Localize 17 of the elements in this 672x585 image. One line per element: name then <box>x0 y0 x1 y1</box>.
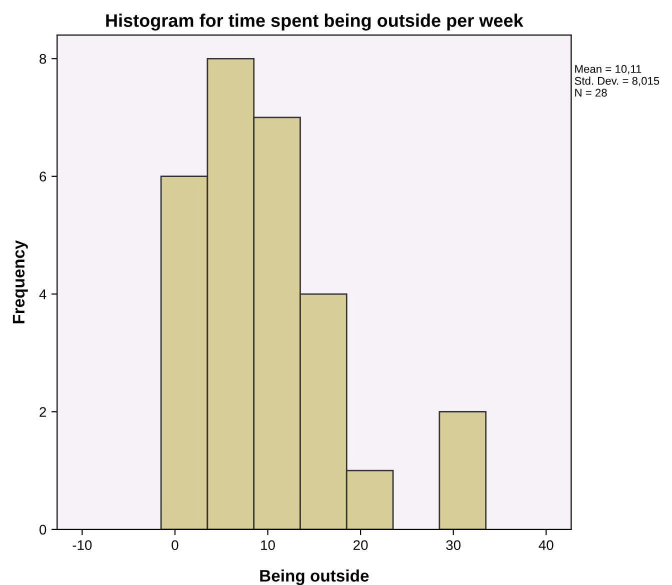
y-tick-label: 2 <box>40 407 46 417</box>
x-tick-label: 40 <box>538 540 554 550</box>
x-tick-label: 10 <box>261 540 275 550</box>
x-axis-title: Being outside <box>260 569 369 585</box>
text: N = 28 <box>575 88 607 97</box>
chart-title: Histogram for time spent being outside per week <box>106 14 524 31</box>
x-tick-label: -10 <box>72 540 92 550</box>
y-tick-label: 8 <box>40 54 46 64</box>
text: Std. Dev. = 8,015 <box>574 76 660 86</box>
y-axis-title: Frequency <box>12 240 28 324</box>
x-tick-label: 0 <box>172 540 178 550</box>
text: Mean = 10,11 <box>575 65 642 74</box>
x-tick-label: 30 <box>446 540 461 550</box>
y-tick-label: 0 <box>40 524 46 535</box>
x-tick-label: 20 <box>354 540 368 550</box>
y-tick-label: 4 <box>39 290 46 300</box>
y-tick-label: 6 <box>40 172 46 182</box>
